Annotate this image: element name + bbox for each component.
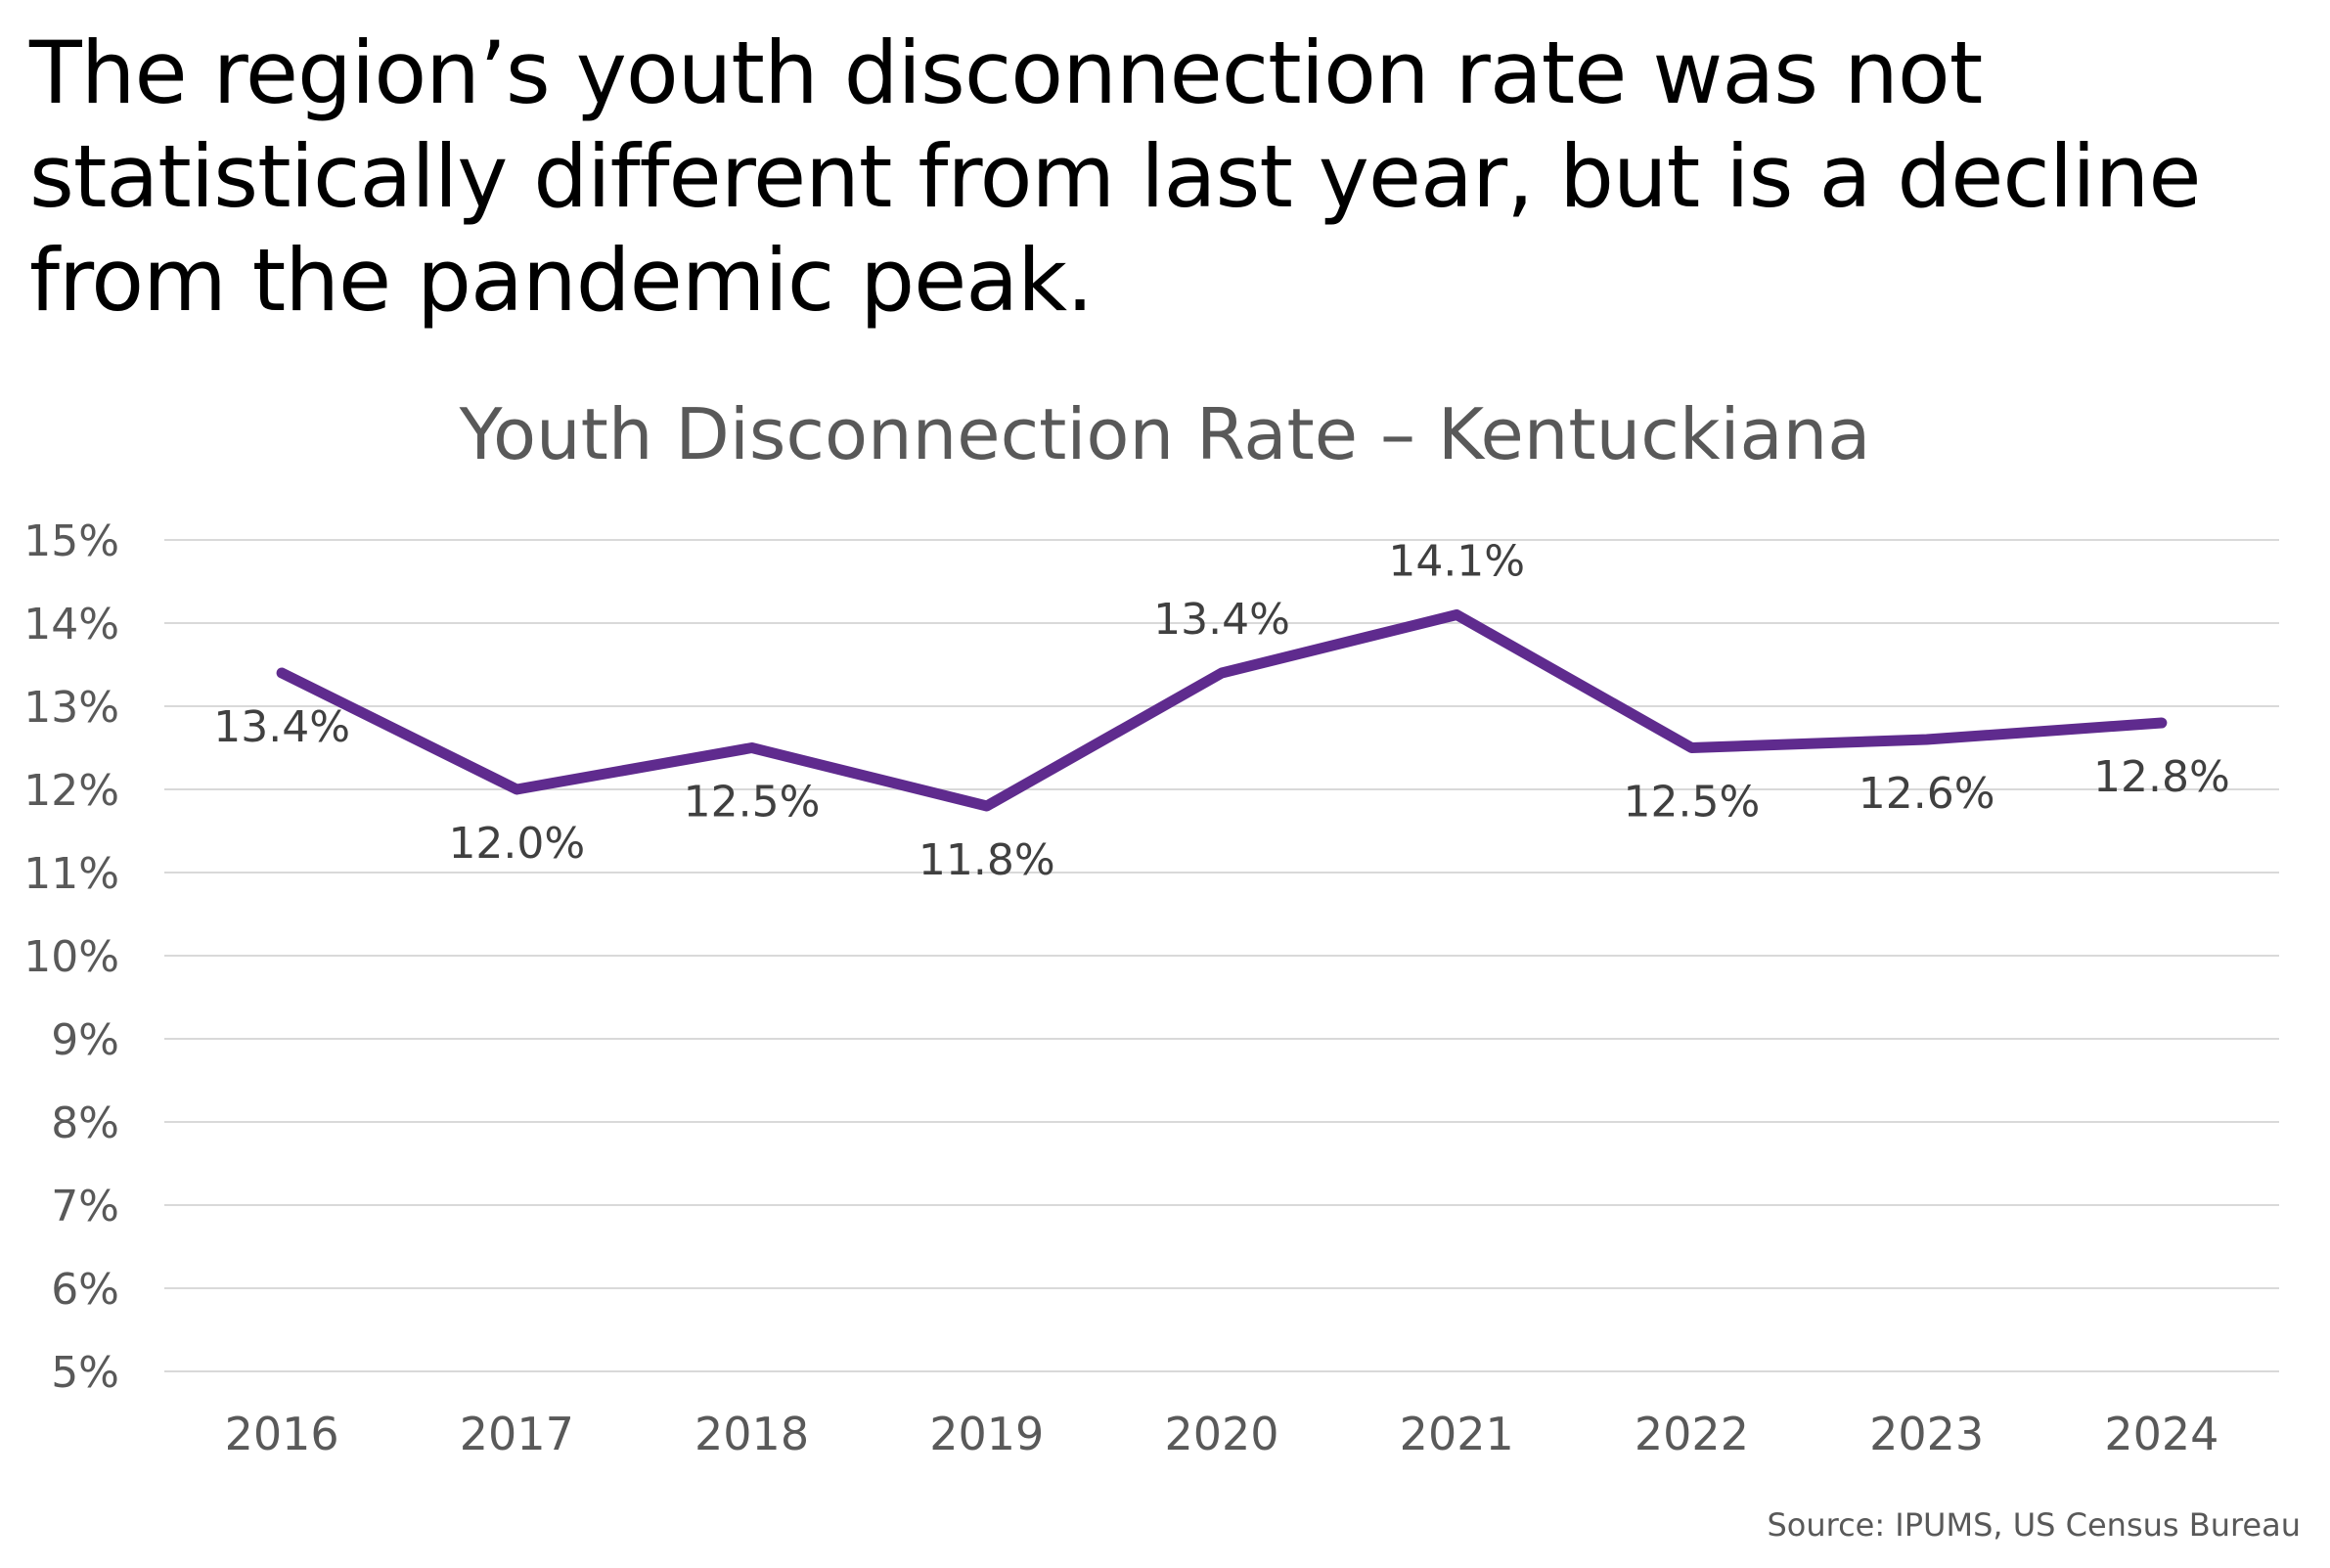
x-tick-label: 2024	[2104, 1408, 2218, 1460]
y-tick-label: 7%	[51, 1182, 119, 1232]
data-label: 13.4%	[213, 702, 350, 752]
x-tick-label: 2023	[1869, 1408, 1984, 1460]
x-tick-label: 2022	[1635, 1408, 1749, 1460]
y-tick-label: 9%	[51, 1015, 119, 1065]
y-tick-label: 15%	[23, 516, 119, 566]
y-tick-label: 14%	[23, 600, 119, 650]
x-tick-label: 2016	[225, 1408, 339, 1460]
y-tick-label: 11%	[23, 849, 119, 899]
data-label: 12.5%	[684, 778, 821, 828]
data-label: 12.8%	[2093, 752, 2230, 802]
data-label: 12.5%	[1624, 778, 1761, 828]
data-label: 12.0%	[448, 819, 585, 869]
data-label: 12.6%	[1859, 769, 1995, 819]
series	[276, 609, 2168, 812]
y-tick-label: 8%	[51, 1098, 119, 1148]
data-labels: 13.4% 12.0% 12.5% 11.8% 13.4% 14.1% 12.5% 12.6%…	[213, 537, 2230, 886]
y-tick-label: 6%	[51, 1265, 119, 1315]
y-tick-label: 12%	[23, 766, 119, 816]
data-label: 13.4%	[1153, 595, 1290, 645]
x-tick-label: 2019	[929, 1408, 1044, 1460]
y-tick-label: 10%	[23, 932, 119, 982]
data-label: 11.8%	[919, 835, 1055, 885]
x-tick-label: 2018	[695, 1408, 809, 1460]
gridlines	[164, 539, 2279, 1372]
data-label: 14.1%	[1388, 537, 1525, 587]
x-axis-ticks: 2016 2017 2018 2019 2020 2021 2022 2023 2024	[225, 1408, 2219, 1460]
x-tick-label: 2017	[460, 1408, 574, 1460]
x-tick-label: 2021	[1400, 1408, 1514, 1460]
source-note: Source: IPUMS, US Census Bureau	[1767, 1506, 2301, 1544]
y-axis-ticks: 5% 6% 7% 8% 9% 10% 11% 12% 13% 14% 15%	[23, 516, 119, 1398]
headline: The region’s youth disconnection rate wa…	[29, 22, 2202, 331]
chart-title: Youth Disconnection Rate – Kentuckiana	[459, 393, 1871, 475]
y-tick-label: 5%	[51, 1348, 119, 1398]
x-tick-label: 2020	[1164, 1408, 1278, 1460]
y-tick-label: 13%	[23, 683, 119, 733]
